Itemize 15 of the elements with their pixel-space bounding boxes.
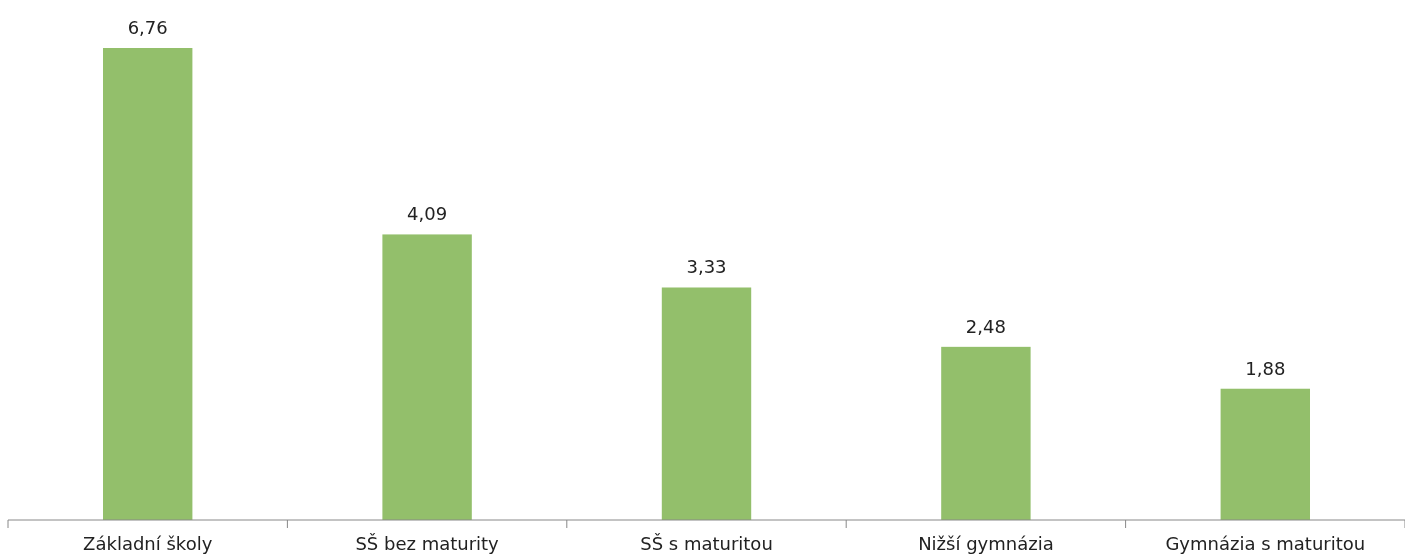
x-tick-label: SŠ s maturitou [640,533,773,554]
bar [941,346,1031,520]
bar [1220,388,1311,520]
x-tick-label: SŠ bez maturity [355,533,500,554]
x-tick-label: Gymnázia s maturitou [1165,533,1366,554]
bar [382,234,472,520]
data-label: 1,88 [1245,357,1286,379]
data-label: 4,09 [407,203,448,225]
data-label: 6,76 [127,17,168,38]
bar [661,287,752,520]
x-tick-label: Základní školy [83,533,213,554]
data-label: 2,48 [965,315,1006,337]
data-label: 3,33 [686,256,727,278]
x-tick-label: Nižší gymnázia [918,533,1054,554]
bar [103,48,193,520]
